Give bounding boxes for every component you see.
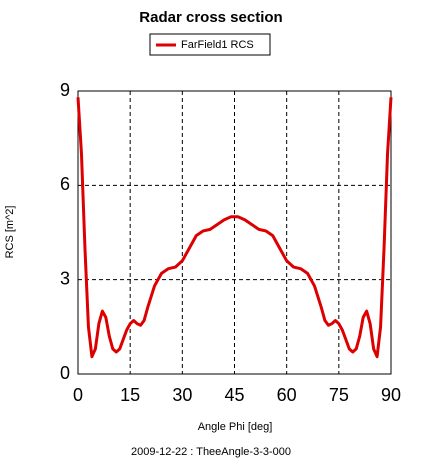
- data-line: [76, 97, 393, 359]
- y-tick-label: 3: [60, 268, 70, 288]
- x-tick-label: 0: [73, 385, 83, 405]
- x-tick-label: 45: [224, 385, 244, 405]
- x-axis-label: Angle Phi [deg]: [198, 421, 273, 433]
- footer: 2009-12-22 : TheeAngle-3-3-000: [131, 446, 291, 458]
- y-axis-label: RCS [m^2]: [4, 206, 16, 259]
- y-tick-label: 6: [60, 174, 70, 194]
- plot-frame: [77, 90, 392, 375]
- x-tick-label: 75: [329, 385, 349, 405]
- x-tick-label: 30: [172, 385, 192, 405]
- y-tick-label: 9: [60, 80, 70, 100]
- y-tick-label: 0: [60, 363, 70, 383]
- chart-title: Radar cross section: [139, 9, 282, 26]
- x-tick-label: 60: [277, 385, 297, 405]
- legend-box: [149, 33, 271, 56]
- legend-label: FarField1 RCS: [181, 39, 254, 51]
- x-tick-label: 15: [120, 385, 140, 405]
- x-tick-label: 90: [381, 385, 401, 405]
